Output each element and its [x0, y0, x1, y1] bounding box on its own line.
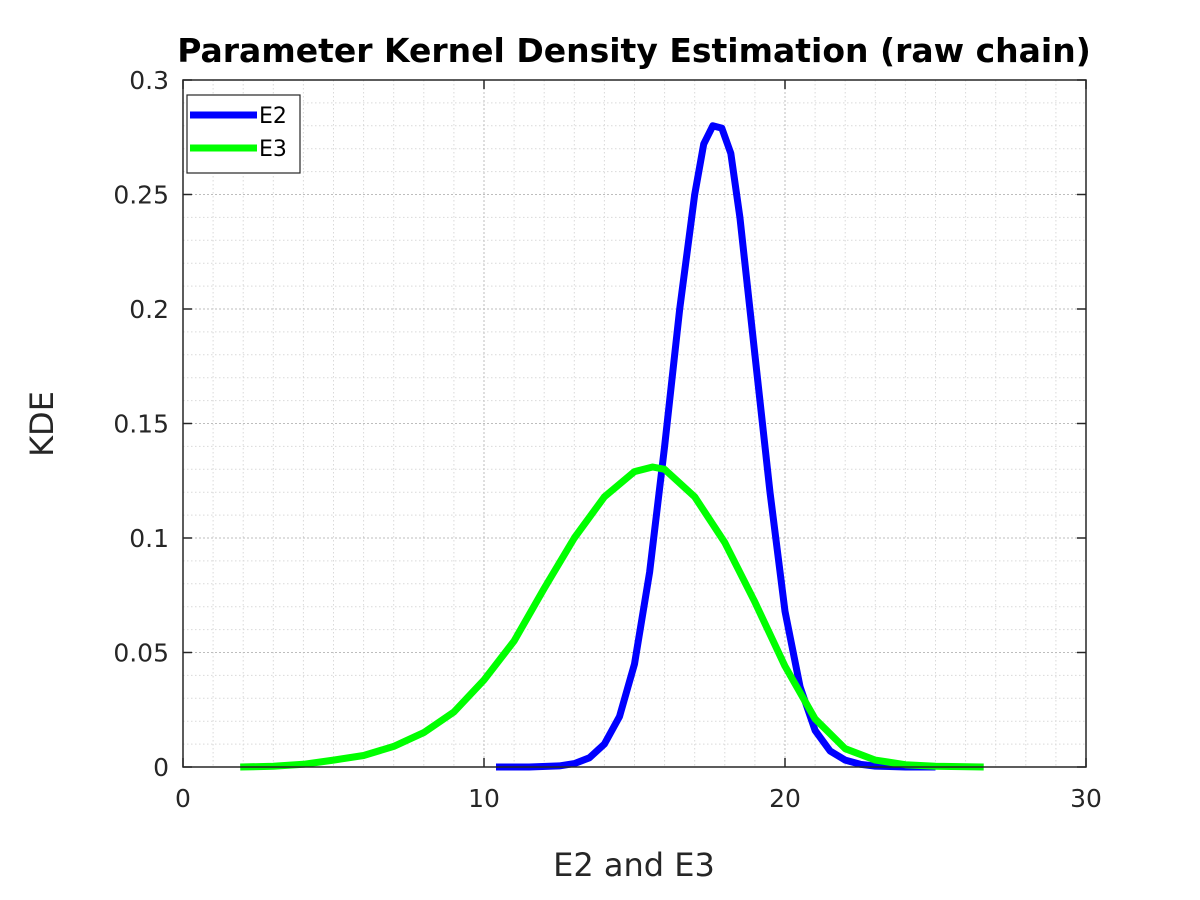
- y-tick-label: 0.05: [113, 639, 169, 668]
- y-tick-label: 0: [153, 753, 169, 782]
- x-tick-label: 20: [769, 784, 801, 813]
- y-tick-label: 0.3: [129, 66, 169, 95]
- y-tick-label: 0.25: [113, 181, 169, 210]
- x-tick-label: 0: [175, 784, 191, 813]
- chart-title: Parameter Kernel Density Estimation (raw…: [177, 31, 1091, 70]
- series-line-e2: [496, 122, 936, 771]
- y-tick-label: 0.1: [129, 524, 169, 553]
- y-tick-label: 0.15: [113, 410, 169, 439]
- legend-label-e3: E3: [259, 137, 287, 162]
- legend-box: [186, 94, 301, 174]
- series-layer: [240, 122, 984, 771]
- ticks-layer: 0 10 20 30 0 0.05 0.1 0.15 0.2 0.25 0.3: [113, 66, 1102, 813]
- legend-label-e2: E2: [259, 104, 287, 129]
- x-tick-label: 10: [468, 784, 500, 813]
- series-line-e3: [240, 463, 984, 771]
- y-tick-label: 0.2: [129, 295, 169, 324]
- x-axis-label: E2 and E3: [553, 846, 715, 884]
- x-tick-label: 30: [1070, 784, 1102, 813]
- y-axis-label: KDE: [23, 391, 61, 457]
